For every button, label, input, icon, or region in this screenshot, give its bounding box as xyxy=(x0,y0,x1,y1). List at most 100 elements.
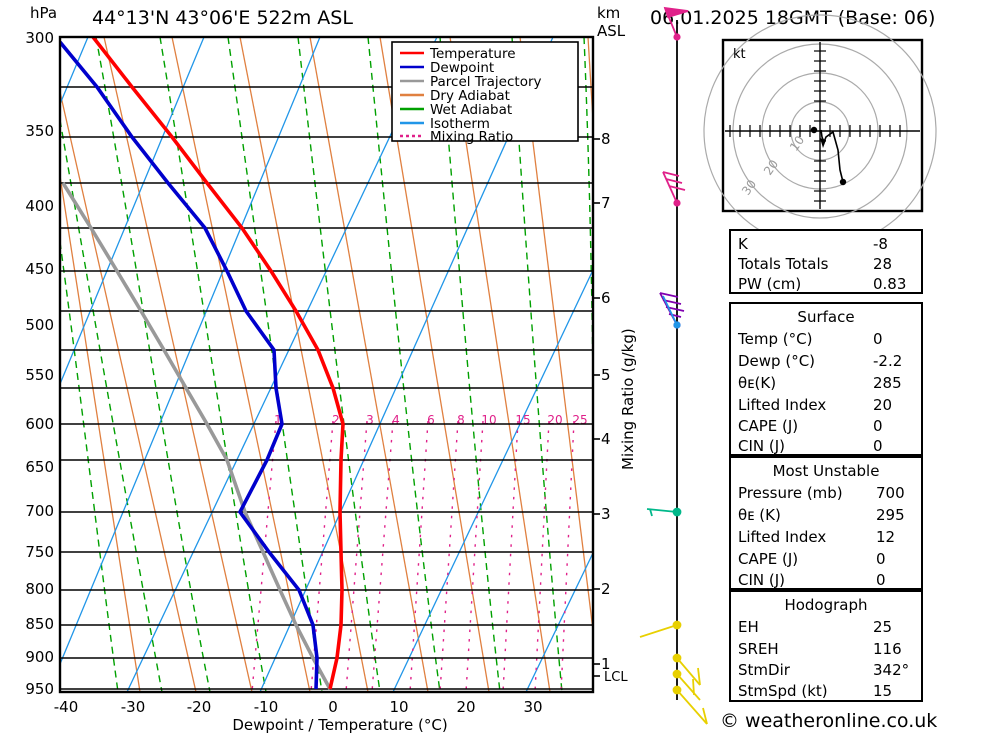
index-value-pw: 0.83 xyxy=(873,275,906,293)
svg-text:30: 30 xyxy=(523,698,542,716)
mixing-ratio-axis-label: Mixing Ratio (g/kg) xyxy=(619,328,637,470)
surface-label-lifted-index: Lifted Index xyxy=(738,396,826,414)
copyright-label: © weatheronline.co.uk xyxy=(720,710,937,732)
surface-value-theta-e: 285 xyxy=(873,374,902,392)
most-unstable-title: Most Unstable xyxy=(773,462,880,480)
index-label-pw: PW (cm) xyxy=(738,275,801,293)
svg-text:800: 800 xyxy=(25,580,54,598)
mu-value-theta-e: 295 xyxy=(876,506,905,524)
hodograph-axes xyxy=(725,42,920,209)
svg-text:6: 6 xyxy=(601,289,611,307)
hodograph-trace xyxy=(820,129,844,183)
temperature-trace xyxy=(91,37,345,690)
hodograph-stats-rows: EH 25 SREH 116 StmDir 342° StmSpd (kt) 1… xyxy=(738,618,909,700)
mu-value-cape: 0 xyxy=(876,550,886,568)
svg-text:700: 700 xyxy=(25,502,54,520)
lcl-label: LCL xyxy=(604,670,628,685)
hodo-label-eh: EH xyxy=(738,618,759,636)
svg-text:600: 600 xyxy=(25,415,54,433)
svg-text:2: 2 xyxy=(601,580,611,598)
mu-label-cape: CAPE (J) xyxy=(738,550,798,568)
indices-panel: K -8 Totals Totals 28 PW (cm) 0.83 xyxy=(729,229,923,294)
legend-item-wet-adiabat: Wet Adiabat xyxy=(400,102,512,118)
svg-text:950: 950 xyxy=(25,680,54,698)
legend-item-dewpoint: Dewpoint xyxy=(400,60,494,76)
hodo-label-stmdir: StmDir xyxy=(738,661,791,679)
svg-text:4: 4 xyxy=(392,413,400,427)
wind-barb-550 xyxy=(662,295,681,329)
most-unstable-panel: Most Unstable Pressure (mb) 700 θᴇ (K) 2… xyxy=(729,456,923,590)
legend-label-dewpoint: Dewpoint xyxy=(430,60,494,76)
svg-text:3: 3 xyxy=(366,413,374,427)
svg-text:20: 20 xyxy=(547,413,562,427)
dewpoint-trace xyxy=(60,40,319,690)
svg-text:7: 7 xyxy=(601,194,611,212)
legend-item-temperature: Temperature xyxy=(400,46,516,62)
isotherm-lines xyxy=(60,37,593,692)
surface-box xyxy=(729,302,923,456)
pressure-axis-labels: 300 350 400 450 500 550 600 650 700 750 … xyxy=(25,29,54,698)
legend-label-mixing-ratio: Mixing Ratio xyxy=(430,129,513,145)
surface-title: Surface xyxy=(797,308,854,326)
mu-label-lifted-index: Lifted Index xyxy=(738,528,826,546)
hodograph-unit-label: kt xyxy=(733,47,746,62)
surface-panel: Surface Temp (°C) 0 Dewp (°C) -2.2 θᴇ(K)… xyxy=(729,302,923,456)
hodo-value-stmspd: 15 xyxy=(873,682,892,700)
mu-value-cin: 0 xyxy=(876,571,886,589)
index-value-k: -8 xyxy=(873,235,888,253)
svg-text:750: 750 xyxy=(25,543,54,561)
svg-text:900: 900 xyxy=(25,648,54,666)
index-value-totals-totals: 28 xyxy=(873,255,892,273)
svg-text:2: 2 xyxy=(332,413,340,427)
svg-text:850: 850 xyxy=(25,615,54,633)
surface-value-dewp: -2.2 xyxy=(873,352,902,370)
surface-label-temp: Temp (°C) xyxy=(737,330,812,348)
surface-label-theta-e: θᴇ(K) xyxy=(738,374,776,392)
svg-text:4: 4 xyxy=(601,430,611,448)
most-unstable-box xyxy=(729,456,923,590)
index-label-totals-totals: Totals Totals xyxy=(737,255,829,273)
legend-item-parcel-trajectory: Parcel Trajectory xyxy=(400,74,542,90)
mu-value-pressure: 700 xyxy=(876,484,905,502)
hodo-value-eh: 25 xyxy=(873,618,892,636)
svg-text:0: 0 xyxy=(328,698,338,716)
x-axis-title: Dewpoint / Temperature (°C) xyxy=(232,716,447,733)
hodo-label-stmspd: StmSpd (kt) xyxy=(738,682,828,700)
hodograph-stats-panel: Hodograph EH 25 SREH 116 StmDir 342° Stm… xyxy=(729,590,923,702)
hodo-value-sreh: 116 xyxy=(873,640,902,658)
legend-item-isotherm: Isotherm xyxy=(400,116,490,132)
legend-label-isotherm: Isotherm xyxy=(430,116,490,132)
skewt-background-lines xyxy=(60,37,593,692)
svg-text:8: 8 xyxy=(601,130,611,148)
svg-text:-30: -30 xyxy=(121,698,146,716)
surface-value-cape: 0 xyxy=(873,417,883,435)
legend-box xyxy=(391,41,579,142)
most-unstable-rows: Pressure (mb) 700 θᴇ (K) 295 Lifted Inde… xyxy=(738,484,905,589)
wind-barb-900 xyxy=(672,653,701,686)
wind-barb-950 xyxy=(672,685,708,725)
svg-text:450: 450 xyxy=(25,260,54,278)
mu-value-lifted-index: 12 xyxy=(876,528,895,546)
svg-text:10: 10 xyxy=(389,698,408,716)
indices-box xyxy=(729,229,923,294)
svg-text:1: 1 xyxy=(274,413,282,427)
mu-label-cin: CIN (J) xyxy=(738,571,785,589)
asl-axis-label: ASL xyxy=(597,22,626,40)
svg-text:500: 500 xyxy=(25,316,54,334)
legend-label-dry-adiabat: Dry Adiabat xyxy=(430,88,510,104)
svg-text:1: 1 xyxy=(601,655,611,673)
surface-label-dewp: Dewp (°C) xyxy=(738,352,815,370)
hodograph-marker-end xyxy=(839,178,847,186)
legend-item-mixing-ratio: Mixing Ratio xyxy=(400,129,513,145)
svg-text:15: 15 xyxy=(515,413,530,427)
legend-label-parcel-trajectory: Parcel Trajectory xyxy=(430,74,542,90)
sounding-traces xyxy=(60,37,345,690)
svg-text:300: 300 xyxy=(25,29,54,47)
parcel-trajectory-trace xyxy=(61,182,332,690)
svg-text:550: 550 xyxy=(25,366,54,384)
hodograph-storm-motion-marker xyxy=(820,138,826,148)
hodograph-stats-box xyxy=(729,590,923,702)
wind-barb-700 xyxy=(646,507,682,517)
skewt-plot: 1 2 3 4 6 8 10 15 20 25 xyxy=(25,29,637,733)
